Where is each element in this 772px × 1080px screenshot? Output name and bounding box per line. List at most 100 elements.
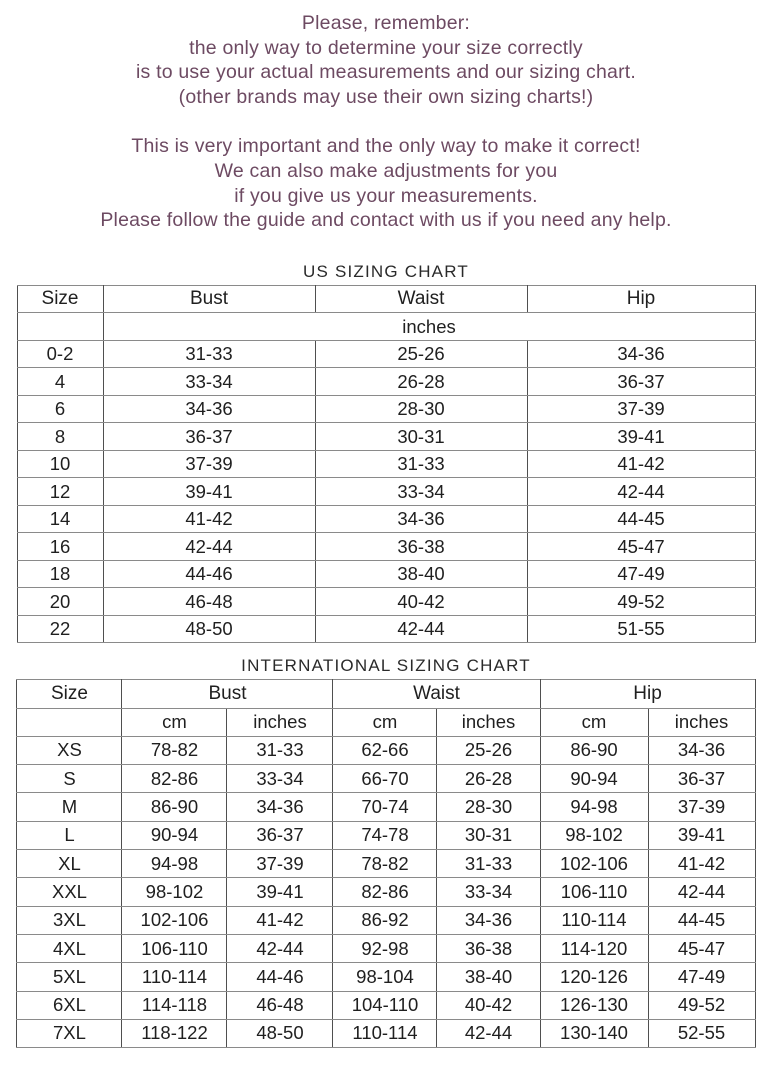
value-cell: 37-39 — [526, 394, 756, 424]
value-cell: 28-30 — [314, 394, 528, 424]
value-cell: 36-38 — [314, 532, 528, 561]
value-cell: 49-52 — [526, 587, 756, 616]
value-cell: 44-45 — [526, 504, 756, 534]
value-cell: 41-42 — [226, 905, 334, 935]
value-cell: 98-102 — [121, 877, 228, 907]
value-cell: 30-31 — [314, 422, 528, 451]
value-cell: 41-42 — [102, 504, 316, 534]
table-row: 20 46-48 40-42 49-52 — [16, 587, 756, 616]
value-cell: 48-50 — [102, 614, 316, 644]
value-cell: 102-106 — [539, 849, 649, 879]
value-cell: 33-34 — [314, 477, 528, 506]
value-cell: 47-49 — [526, 559, 756, 589]
value-cell: 38-40 — [314, 559, 528, 589]
value-cell: 39-41 — [102, 477, 316, 506]
value-cell: 42-44 — [226, 933, 334, 964]
table-row: 8 36-37 30-31 39-41 — [16, 422, 756, 451]
value-cell: 86-90 — [539, 735, 649, 766]
intro-line: the only way to determine your size corr… — [189, 36, 583, 59]
column-header-bust: Bust — [102, 284, 316, 314]
value-cell: 37-39 — [102, 449, 316, 479]
size-cell: 5XL — [16, 962, 123, 992]
value-cell: 31-33 — [436, 849, 541, 879]
value-cell: 41-42 — [526, 449, 756, 479]
table-row: 22 48-50 42-44 51-55 — [16, 614, 756, 644]
column-header-waist: Waist — [332, 679, 541, 709]
value-cell: 30-31 — [436, 820, 541, 851]
value-cell: 41-42 — [647, 849, 756, 879]
unit-label-cell: inches — [102, 312, 756, 341]
table-row: 6XL 114-118 46-48 104-110 40-42 126-130 49-52 — [16, 990, 756, 1020]
table-row: 16 42-44 36-38 45-47 — [16, 532, 756, 561]
column-header-hip: Hip — [526, 284, 756, 314]
value-cell: 33-34 — [102, 367, 316, 396]
value-cell: 37-39 — [647, 792, 756, 822]
unit-label-cell: inches — [436, 707, 541, 737]
table-row: 7XL 118-122 48-50 110-114 42-44 130-140 52-55 — [16, 1018, 756, 1049]
table-row: 12 39-41 33-34 42-44 — [16, 477, 756, 506]
intro-line: (other brands may use their own sizing c… — [178, 85, 594, 108]
value-cell: 94-98 — [121, 849, 228, 879]
size-cell: 6 — [16, 394, 104, 424]
table-row: 3XL 102-106 41-42 86-92 34-36 110-114 44-45 — [16, 905, 756, 935]
value-cell: 25-26 — [314, 339, 528, 369]
column-header-size: Size — [16, 284, 104, 314]
table-row: L 90-94 36-37 74-78 30-31 98-102 39-41 — [16, 820, 756, 851]
unit-label-cell: inches — [647, 707, 756, 737]
table-row: 6 34-36 28-30 37-39 — [16, 394, 756, 424]
size-cell: 0-2 — [16, 339, 104, 369]
unit-label-cell: cm — [332, 707, 438, 737]
value-cell: 42-44 — [314, 614, 528, 644]
value-cell: 34-36 — [647, 735, 756, 766]
value-cell: 39-41 — [526, 422, 756, 451]
intl-table-header-row: Size Bust Waist Hip — [16, 679, 756, 709]
intro-line: is to use your actual measurements and o… — [135, 61, 637, 84]
size-cell: 22 — [16, 614, 104, 644]
value-cell: 38-40 — [436, 962, 541, 992]
table-row: 0-2 31-33 25-26 34-36 — [16, 339, 756, 369]
value-cell: 130-140 — [539, 1018, 649, 1049]
value-cell: 33-34 — [226, 764, 334, 794]
value-cell: 118-122 — [121, 1018, 228, 1049]
table-row: M 86-90 34-36 70-74 28-30 94-98 37-39 — [16, 792, 756, 822]
value-cell: 106-110 — [539, 877, 649, 907]
unit-label-cell: cm — [539, 707, 649, 737]
size-cell: S — [16, 764, 123, 794]
column-header-waist: Waist — [314, 284, 528, 314]
value-cell: 120-126 — [539, 962, 649, 992]
value-cell: 70-74 — [332, 792, 438, 822]
value-cell: 36-38 — [436, 933, 541, 964]
intro-paragraph-2: This is very important and the only way … — [0, 134, 772, 232]
value-cell: 104-110 — [332, 990, 438, 1020]
value-cell: 42-44 — [526, 477, 756, 506]
size-cell: 7XL — [16, 1018, 123, 1049]
value-cell: 126-130 — [539, 990, 649, 1020]
value-cell: 51-55 — [526, 614, 756, 644]
size-cell: M — [16, 792, 123, 822]
size-cell: 12 — [16, 477, 104, 506]
table-row: 18 44-46 38-40 47-49 — [16, 559, 756, 589]
value-cell: 110-114 — [539, 905, 649, 935]
table-row: 5XL 110-114 44-46 98-104 38-40 120-126 47-49 — [16, 962, 756, 992]
value-cell: 33-34 — [436, 877, 541, 907]
value-cell: 26-28 — [436, 764, 541, 794]
size-cell: 18 — [16, 559, 104, 589]
table-row: XS 78-82 31-33 62-66 25-26 86-90 34-36 — [16, 735, 756, 766]
value-cell: 94-98 — [539, 792, 649, 822]
us-unit-row: inches — [16, 312, 756, 341]
size-cell: XL — [16, 849, 123, 879]
value-cell: 82-86 — [121, 764, 228, 794]
value-cell: 36-37 — [526, 367, 756, 396]
intro-line: We can also make adjustments for you — [214, 159, 558, 182]
us-table-header-row: Size Bust Waist Hip — [16, 284, 756, 314]
value-cell: 40-42 — [436, 990, 541, 1020]
value-cell: 42-44 — [436, 1018, 541, 1049]
us-chart-title: US SIZING CHART — [303, 261, 469, 281]
unit-row-empty-cell — [16, 707, 123, 737]
value-cell: 92-98 — [332, 933, 438, 964]
unit-label-cell: cm — [121, 707, 228, 737]
value-cell: 52-55 — [647, 1018, 756, 1049]
size-cell: 10 — [16, 449, 104, 479]
column-header-bust: Bust — [121, 679, 334, 709]
